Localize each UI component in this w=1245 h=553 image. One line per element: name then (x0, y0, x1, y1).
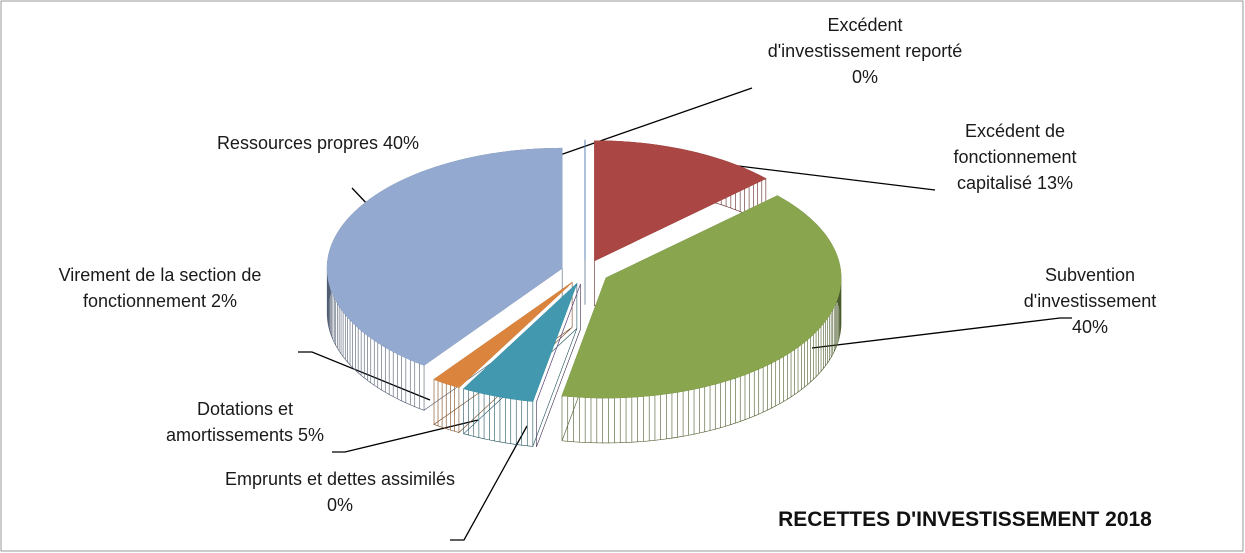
slice-label: Virement de la section de fonctionnement… (50, 262, 270, 314)
slice (326, 147, 563, 366)
slice-side (536, 283, 581, 448)
slice (463, 283, 578, 402)
slice-label: Ressources propres 40% (198, 130, 438, 156)
slice (594, 140, 767, 262)
category-name: Excédent de fonctionnement capitalisé (953, 121, 1077, 193)
slice (433, 282, 573, 388)
chart-title: RECETTES D'INVESTISSEMENT 2018 (778, 508, 1152, 531)
value-label: 0% (326, 495, 353, 515)
category-name: Subvention d'investissement (1023, 265, 1157, 311)
leader-line (298, 351, 431, 401)
leader-line (450, 425, 528, 541)
slice-side (433, 281, 573, 434)
value-label: 13% (1037, 173, 1074, 193)
category-name: Virement de la section de fonctionnement (58, 265, 262, 311)
value-label: 2% (211, 291, 238, 311)
slice-label: Subvention d'investissement 40% (1005, 262, 1175, 340)
leader-line (559, 87, 753, 156)
slice-label: Excédent d'investissement reporté 0% (765, 12, 965, 90)
slice-label: Dotations et amortissements 5% (145, 396, 345, 448)
value-label: 40% (1071, 317, 1109, 337)
category-name: Emprunts et dettes assimilés (224, 469, 456, 489)
slice-label: Emprunts et dettes assimilés 0% (220, 466, 460, 518)
category-name: Excédent d'investissement reporté (767, 15, 963, 61)
slice-label: Excédent de fonctionnement capitalisé 13… (930, 118, 1100, 196)
leader-line (811, 317, 1072, 349)
value-label: 5% (298, 425, 325, 445)
leader-line (332, 419, 479, 453)
slice (561, 195, 842, 399)
category-name: Dotations et amortissements (165, 399, 294, 445)
value-label: 40% (383, 133, 420, 153)
value-label: 0% (851, 67, 878, 87)
category-name: Ressources propres (216, 133, 379, 153)
